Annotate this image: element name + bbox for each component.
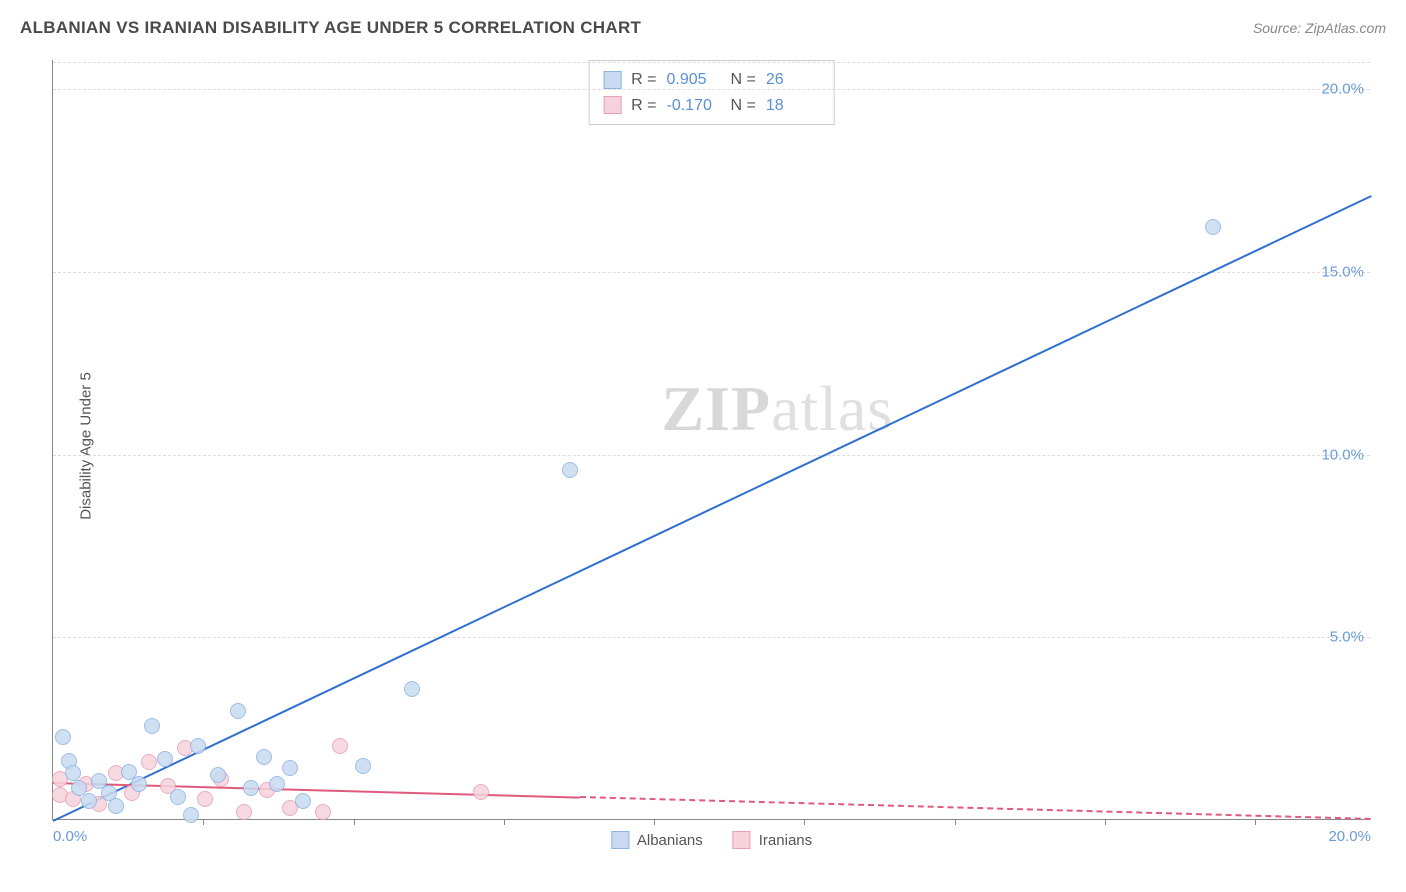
data-point-albanians [295, 793, 311, 809]
data-point-albanians [230, 703, 246, 719]
x-tick-mark [504, 819, 505, 825]
legend-item-albanians: Albanians [611, 831, 703, 849]
watermark-zip: ZIP [661, 373, 771, 444]
stat-label-r: R = [631, 93, 656, 119]
swatch-albanians [603, 71, 621, 89]
legend-label-iranians: Iranians [759, 832, 812, 849]
source-name: ZipAtlas.com [1305, 20, 1386, 36]
data-point-albanians [282, 760, 298, 776]
legend: Albanians Iranians [611, 831, 812, 849]
data-point-albanians [269, 776, 285, 792]
source-attribution: Source: ZipAtlas.com [1253, 20, 1386, 36]
data-point-albanians [170, 789, 186, 805]
data-point-albanians [81, 793, 97, 809]
x-tick-mark [654, 819, 655, 825]
watermark-atlas: atlas [771, 373, 893, 444]
stats-row-iranians: R = -0.170 N = 18 [603, 93, 820, 119]
y-tick-label: 20.0% [1321, 81, 1364, 98]
stat-label-n: N = [731, 93, 756, 119]
data-point-albanians [144, 718, 160, 734]
x-tick-mark [804, 819, 805, 825]
x-tick-mark [1255, 819, 1256, 825]
data-point-albanians [190, 738, 206, 754]
swatch-albanians [611, 831, 629, 849]
data-point-albanians [108, 798, 124, 814]
data-point-albanians [157, 751, 173, 767]
trend-line [580, 796, 1371, 820]
swatch-iranians [603, 96, 621, 114]
x-tick-mark [203, 819, 204, 825]
data-point-albanians [1205, 219, 1221, 235]
data-point-iranians [315, 804, 331, 820]
gridline [53, 272, 1370, 273]
y-tick-label: 15.0% [1321, 263, 1364, 280]
data-point-albanians [65, 765, 81, 781]
gridline [53, 89, 1370, 90]
x-tick-mark [354, 819, 355, 825]
x-tick-mark [1105, 819, 1106, 825]
data-point-iranians [141, 754, 157, 770]
data-point-iranians [473, 784, 489, 800]
gridline [53, 455, 1370, 456]
chart-title: ALBANIAN VS IRANIAN DISABILITY AGE UNDER… [20, 18, 641, 38]
trend-line [53, 195, 1372, 822]
gridline [53, 62, 1370, 63]
data-point-albanians [562, 462, 578, 478]
correlation-stats-box: R = 0.905 N = 26 R = -0.170 N = 18 [588, 60, 835, 125]
gridline [53, 637, 1370, 638]
source-prefix: Source: [1253, 20, 1305, 36]
y-tick-label: 5.0% [1330, 629, 1364, 646]
stat-value-n-iranians: 18 [766, 93, 820, 119]
x-tick-label: 0.0% [53, 828, 87, 845]
y-tick-label: 10.0% [1321, 446, 1364, 463]
data-point-albanians [355, 758, 371, 774]
data-point-albanians [243, 780, 259, 796]
data-point-albanians [131, 776, 147, 792]
x-tick-label: 20.0% [1328, 828, 1371, 845]
data-point-albanians [256, 749, 272, 765]
watermark: ZIPatlas [661, 372, 893, 446]
data-point-albanians [404, 681, 420, 697]
data-point-iranians [236, 804, 252, 820]
data-point-albanians [55, 729, 71, 745]
legend-label-albanians: Albanians [637, 832, 703, 849]
legend-item-iranians: Iranians [733, 831, 812, 849]
data-point-albanians [210, 767, 226, 783]
chart-plot-area: ZIPatlas R = 0.905 N = 26 R = -0.170 N =… [52, 60, 1370, 820]
swatch-iranians [733, 831, 751, 849]
x-tick-mark [955, 819, 956, 825]
data-point-albanians [183, 807, 199, 823]
stat-value-r-iranians: -0.170 [667, 93, 721, 119]
data-point-iranians [197, 791, 213, 807]
data-point-iranians [332, 738, 348, 754]
